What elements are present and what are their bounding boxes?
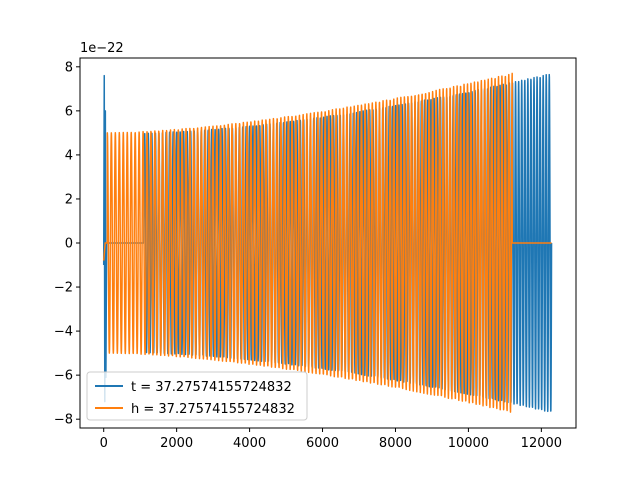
y-tick-label: 2 xyxy=(65,192,73,207)
legend-box xyxy=(86,371,308,421)
y-tick-label: −2 xyxy=(54,281,73,296)
x-tick-label: 6000 xyxy=(306,436,339,451)
x-tick-label: 4000 xyxy=(233,436,266,451)
x-tick-label: 12000 xyxy=(521,436,562,451)
legend-label-1: h = 37.27574155724832 xyxy=(131,402,295,417)
x-tick-label: 2000 xyxy=(160,436,193,451)
y-tick-label: 8 xyxy=(65,60,73,75)
y-tick-label: 6 xyxy=(65,104,73,119)
x-tick-label: 0 xyxy=(100,436,108,451)
legend: t = 37.27574155724832 h = 37.275741557248… xyxy=(86,371,308,421)
x-axis: 0 2000 4000 6000 8000 10000 12000 xyxy=(100,428,562,451)
y-tick-label: −8 xyxy=(54,413,73,428)
y-tick-label: 0 xyxy=(65,237,73,252)
y-tick-label: 4 xyxy=(65,148,73,163)
series-line-h xyxy=(102,72,552,413)
legend-label-0: t = 37.27574155724832 xyxy=(131,380,292,395)
series-layer xyxy=(102,72,553,413)
y-axis: −8 −6 −4 −2 0 2 4 6 8 xyxy=(54,60,80,428)
y-offset-label: 1e−22 xyxy=(80,41,124,56)
y-tick-label: −6 xyxy=(54,369,73,384)
y-tick-label: −4 xyxy=(54,325,73,340)
x-tick-label: 10000 xyxy=(448,436,489,451)
x-tick-label: 8000 xyxy=(379,436,412,451)
